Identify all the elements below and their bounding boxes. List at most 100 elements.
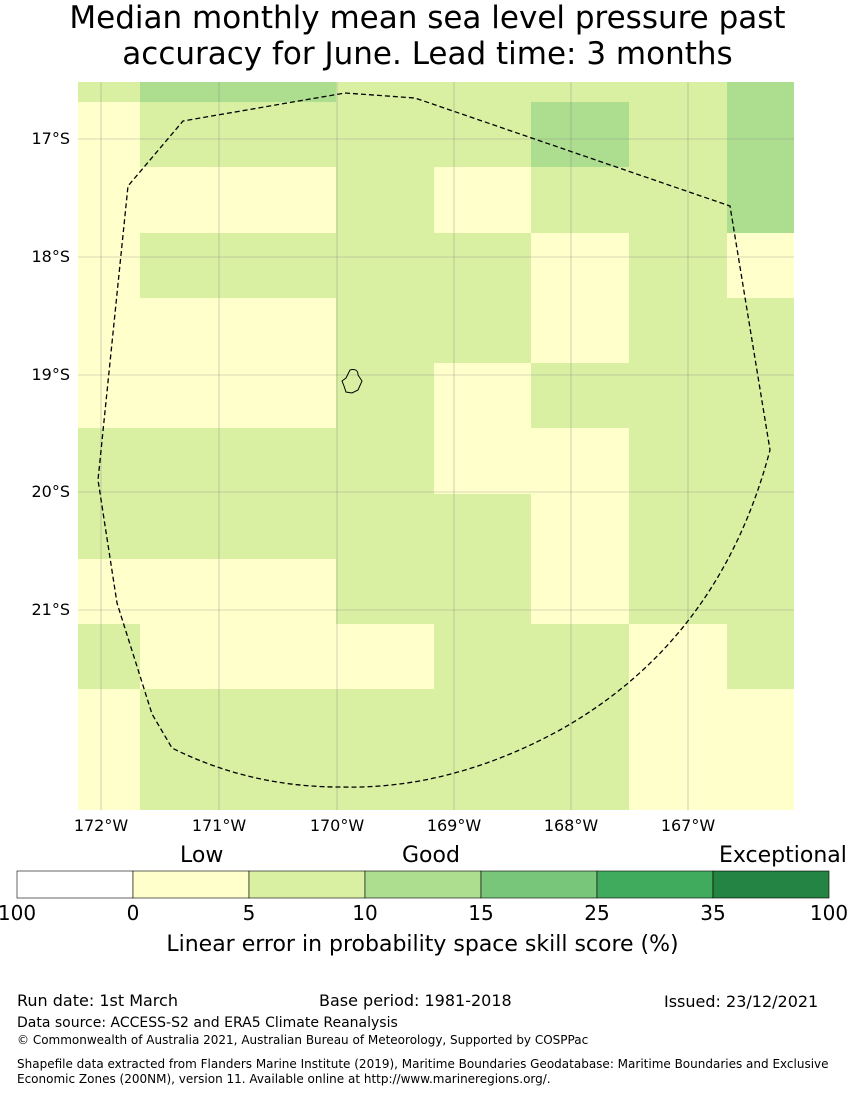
- heatmap-cell: [434, 298, 531, 363]
- heatmap-cell: [434, 755, 531, 810]
- heatmap-cell: [140, 82, 238, 102]
- x-tick-label: 168°W: [543, 816, 599, 835]
- heatmap-cell: [238, 167, 336, 233]
- heatmap-cell: [434, 624, 531, 689]
- heatmap-cell: [238, 363, 336, 428]
- heatmap-cell: [140, 298, 238, 363]
- heatmap-cell: [238, 233, 336, 298]
- heatmap-cell: [531, 167, 629, 233]
- heatmap-cell: [238, 428, 336, 494]
- heatmap-cell: [629, 559, 727, 624]
- heatmap-cell: [629, 233, 727, 298]
- colorbar-bin: [480, 870, 598, 899]
- skill-map: [78, 82, 794, 810]
- colorbar-tick-label: 0: [126, 901, 140, 925]
- colorbar-label-low: Low: [180, 843, 224, 868]
- colorbar: [16, 870, 830, 899]
- heatmap-cell: [336, 233, 434, 298]
- y-tick-label: 19°S: [31, 365, 70, 384]
- heatmap-cell: [434, 233, 531, 298]
- heatmap-cell: [629, 755, 727, 810]
- heatmap-cell: [531, 624, 629, 689]
- heatmap-cell: [434, 82, 531, 102]
- x-tick-label: 167°W: [660, 816, 716, 835]
- colorbar-label-exceptional: Exceptional: [719, 843, 847, 868]
- heatmap-cell: [727, 624, 794, 689]
- heatmap-cell: [531, 755, 629, 810]
- heatmap-cell: [531, 428, 629, 494]
- heatmap-cell: [727, 559, 794, 624]
- heatmap-cell: [140, 755, 238, 810]
- heatmap-cell: [336, 363, 434, 428]
- heatmap-cell: [140, 233, 238, 298]
- heatmap-cell: [336, 559, 434, 624]
- heatmap-cell: [78, 82, 140, 102]
- heatmap-cell: [629, 689, 727, 755]
- heatmap-cell: [629, 167, 727, 233]
- heatmap-cell: [531, 102, 629, 167]
- colorbar-bin: [596, 870, 714, 899]
- heatmap-cell: [531, 559, 629, 624]
- heatmap-cell: [140, 102, 238, 167]
- base-period: Base period: 1981-2018: [319, 991, 512, 1010]
- colorbar-bin: [364, 870, 482, 899]
- colorbar-bin: [248, 870, 366, 899]
- heatmap-cell: [238, 755, 336, 810]
- colorbar-tick-label: 15: [468, 901, 494, 925]
- heatmap-cell: [140, 624, 238, 689]
- heatmap-cell: [629, 428, 727, 494]
- heatmap-cell: [531, 233, 629, 298]
- heatmap-cell: [140, 689, 238, 755]
- y-tick-label: 17°S: [31, 129, 70, 148]
- heatmap-cell: [434, 363, 531, 428]
- heatmap-cell: [78, 298, 140, 363]
- heatmap-cell: [78, 755, 140, 810]
- heatmap-cell: [727, 82, 794, 102]
- heatmap-cell: [140, 494, 238, 559]
- heatmap-cell: [434, 428, 531, 494]
- heatmap-cell: [336, 102, 434, 167]
- heatmap-cell: [238, 689, 336, 755]
- heatmap-cell: [238, 494, 336, 559]
- x-tick-label: 169°W: [426, 816, 482, 835]
- heatmap-cell: [78, 428, 140, 494]
- x-tick-label: 170°W: [309, 816, 365, 835]
- heatmap-cell: [238, 298, 336, 363]
- heatmap-cell: [78, 167, 140, 233]
- heatmap-cell: [727, 167, 794, 233]
- colorbar-tick-label: 10: [352, 901, 378, 925]
- heatmap-cell: [336, 428, 434, 494]
- issued-date: Issued: 23/12/2021: [664, 992, 819, 1011]
- heatmap-cell: [531, 82, 629, 102]
- heatmap-cell: [434, 167, 531, 233]
- heatmap-cell: [727, 689, 794, 755]
- colorbar-bin: [132, 870, 250, 899]
- heatmap-cell: [531, 298, 629, 363]
- heatmap-cell: [629, 298, 727, 363]
- heatmap-cell: [727, 755, 794, 810]
- heatmap-cell: [336, 755, 434, 810]
- heatmap-cell: [434, 494, 531, 559]
- colorbar-tick-label: 35: [700, 901, 726, 925]
- heatmap-cell: [336, 298, 434, 363]
- heatmap-cell: [336, 494, 434, 559]
- heatmap-cell: [238, 82, 336, 102]
- colorbar-tick-label: 100: [0, 901, 37, 925]
- heatmap-cell: [727, 102, 794, 167]
- heatmap-cell: [78, 689, 140, 755]
- eez-boundary: [97, 92, 771, 788]
- heatmap-cell: [336, 624, 434, 689]
- y-tick-label: 21°S: [31, 600, 70, 619]
- run-date: Run date: 1st March: [17, 991, 178, 1010]
- colorbar-tick-label: 25: [584, 901, 610, 925]
- heatmap-cell: [629, 363, 727, 428]
- colorbar-tick-label: 5: [242, 901, 256, 925]
- chart-title: Median monthly mean sea level pressure p…: [69, 0, 786, 72]
- heatmap-cell: [78, 102, 140, 167]
- colorbar-title: Linear error in probability space skill …: [166, 932, 679, 957]
- heatmap-cell: [434, 102, 531, 167]
- shapefile-credit: Shapefile data extracted from Flanders M…: [17, 1057, 829, 1086]
- colorbar-bin: [16, 870, 134, 899]
- heatmap-cell: [629, 102, 727, 167]
- colorbar-bin: [712, 870, 830, 899]
